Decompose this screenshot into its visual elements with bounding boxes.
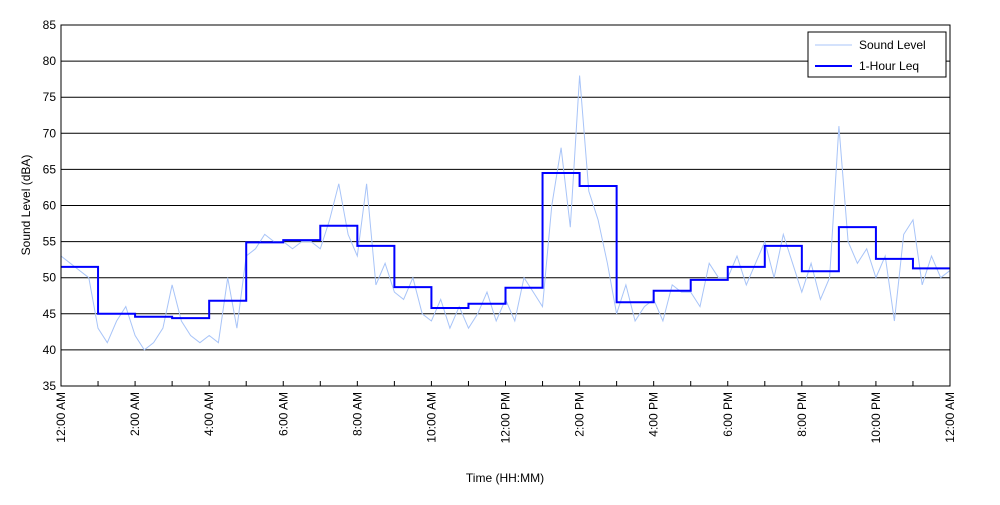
x-tick-label: 12:00 AM	[54, 392, 68, 443]
legend: Sound Level 1-Hour Leq	[808, 32, 946, 77]
y-tick-label: 75	[43, 90, 57, 104]
y-tick-label: 70	[43, 126, 57, 140]
y-tick-label: 65	[43, 162, 57, 176]
x-tick-label: 2:00 AM	[128, 392, 142, 436]
x-tick-label: 6:00 AM	[276, 392, 290, 436]
y-tick-label: 45	[43, 307, 57, 321]
x-tick-label: 12:00 AM	[943, 392, 957, 443]
x-tick-label: 10:00 PM	[869, 392, 883, 443]
x-tick-label: 2:00 PM	[573, 392, 587, 437]
legend-label-sound-level: Sound Level	[859, 38, 926, 52]
sound-level-line	[61, 76, 950, 350]
leq-line	[61, 173, 950, 318]
x-tick-label: 6:00 PM	[721, 392, 735, 437]
y-axis-label: Sound Level (dBA)	[19, 155, 33, 256]
x-tick-label: 12:00 PM	[499, 392, 513, 443]
x-tick-label: 4:00 PM	[647, 392, 661, 437]
y-tick-label: 50	[43, 271, 57, 285]
y-tick-label: 80	[43, 54, 57, 68]
legend-label-leq: 1-Hour Leq	[859, 59, 919, 73]
y-tick-label: 35	[43, 379, 57, 393]
y-tick-label: 85	[43, 18, 57, 32]
x-tick-label: 8:00 PM	[795, 392, 809, 437]
x-tick-label: 4:00 AM	[202, 392, 216, 436]
y-tick-label: 55	[43, 235, 57, 249]
x-tick-label: 8:00 AM	[350, 392, 364, 436]
y-tick-label: 60	[43, 199, 57, 213]
x-axis-label: Time (HH:MM)	[466, 471, 544, 485]
x-tick-label: 10:00 AM	[424, 392, 438, 443]
y-tick-label: 40	[43, 343, 57, 357]
